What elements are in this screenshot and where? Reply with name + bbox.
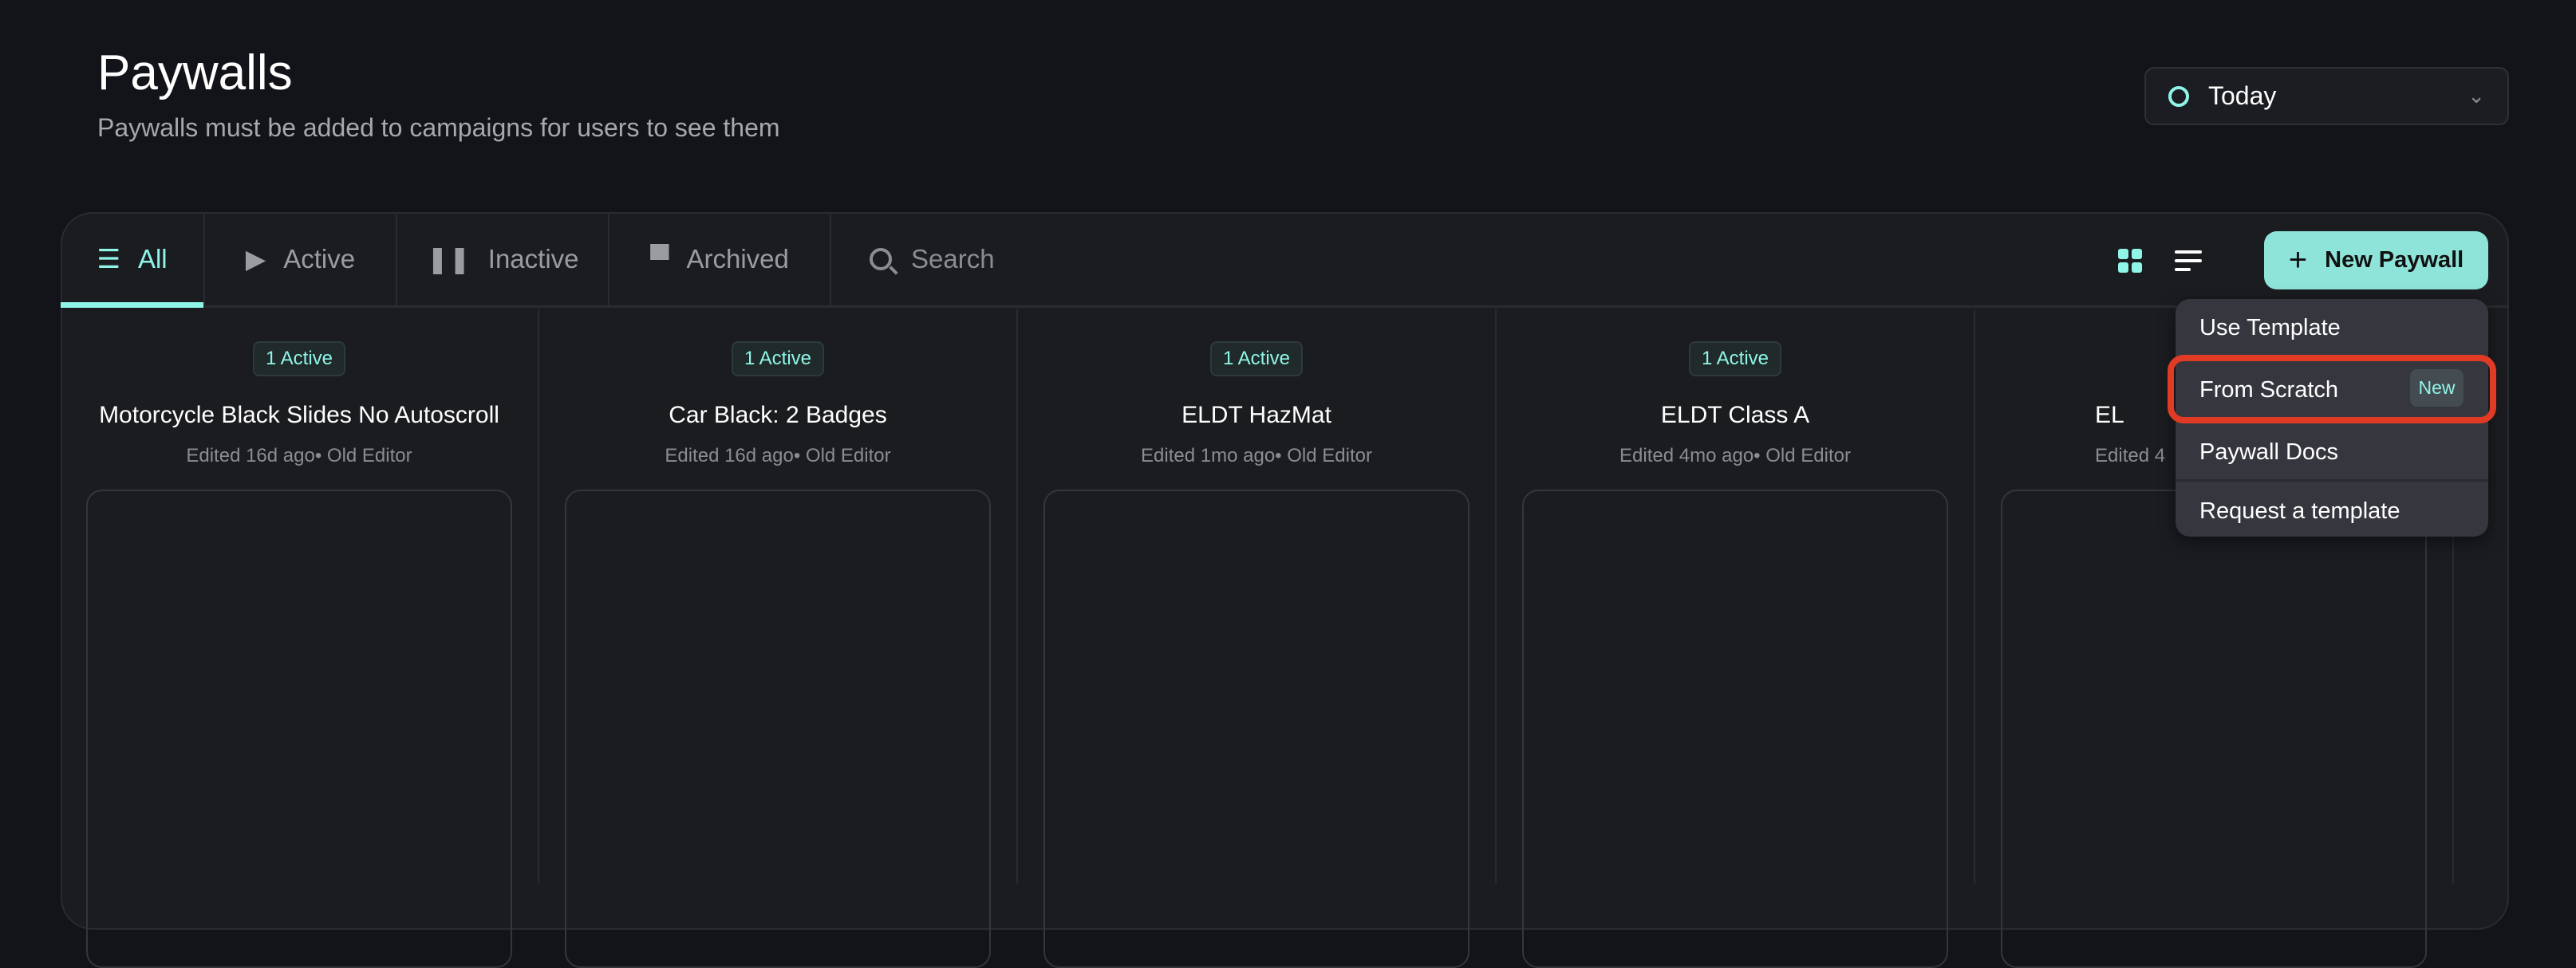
card-preview[interactable] [2001, 490, 2427, 968]
paywall-card[interactable]: 1 Active Car Black: 2 Badges Edited 16d ag… [539, 309, 1018, 968]
tab-inactive[interactable]: ❚❚ Inactive [397, 212, 609, 305]
tab-all[interactable]: ☰ All [61, 212, 205, 308]
tab-bar: ☰ All ▶ Active ❚❚ Inactive ▀ Archived Search [61, 212, 2509, 308]
grid-view-icon[interactable] [2118, 249, 2142, 273]
tab-active[interactable]: ▶ Active [205, 212, 397, 305]
status-badge: 1 Active [731, 341, 825, 376]
search-input[interactable]: Search [831, 212, 995, 305]
menu-divider [2176, 479, 2488, 482]
menu-item-paywall-docs[interactable]: Paywall Docs [2199, 439, 2339, 465]
page-title: Paywalls [97, 45, 293, 100]
card-title: EL [2095, 402, 2124, 428]
plus-icon: + [2288, 242, 2308, 277]
card-title: Car Black: 2 Badges [669, 402, 887, 428]
play-icon: ▶ [245, 244, 266, 273]
new-paywall-button[interactable]: + New Paywall [2264, 231, 2488, 289]
list-icon: ☰ [97, 244, 120, 273]
card-preview[interactable] [565, 490, 991, 968]
list-view-icon[interactable] [2175, 250, 2202, 277]
card-meta: Edited 16d ago• Old Editor [186, 445, 412, 466]
paywall-card[interactable]: 1 Active Motorcycle Black Slides No Autos… [61, 309, 539, 968]
card-title: ELDT HazMat [1181, 402, 1331, 428]
paywall-card[interactable]: 1 Active ELDT HazMat Edited 1mo ago• Old E… [1018, 309, 1497, 968]
paywall-card[interactable]: 1 Active ELDT Class A Edited 4mo ago• Old … [1497, 309, 1975, 968]
card-meta: Edited 1mo ago• Old Editor [1141, 445, 1372, 466]
page-subtitle: Paywalls must be added to campaigns for … [97, 113, 780, 142]
highlight-outline [2168, 355, 2496, 423]
card-title: Motorcycle Black Slides No Autoscroll [99, 402, 499, 428]
tab-archived[interactable]: ▀ Archived [609, 212, 831, 305]
chevron-down-icon: ⌄ [2468, 84, 2485, 108]
new-badge: New [2410, 369, 2464, 407]
menu-item-from-scratch[interactable]: From Scratch [2199, 377, 2339, 403]
card-preview[interactable] [1522, 490, 1948, 968]
card-meta: Edited 4 [2095, 445, 2166, 466]
status-badge: 1 Active [252, 341, 346, 376]
status-badge: 1 Active [1688, 341, 1782, 376]
menu-item-request-template[interactable]: Request a template [2199, 498, 2400, 524]
search-icon [870, 247, 892, 270]
card-meta: Edited 16d ago• Old Editor [665, 445, 891, 466]
archive-icon: ▀ [650, 243, 669, 273]
date-filter-dropdown[interactable]: Today ⌄ [2144, 67, 2509, 125]
date-filter-value: Today [2208, 81, 2277, 110]
clock-icon [2168, 85, 2189, 107]
card-preview[interactable] [86, 490, 512, 968]
card-title: ELDT Class A [1660, 402, 1810, 428]
card-preview[interactable] [1043, 490, 1469, 968]
paywalls-panel [61, 212, 2509, 930]
pause-icon: ❚❚ [426, 244, 471, 273]
menu-item-use-template[interactable]: Use Template [2199, 315, 2341, 340]
status-badge: 1 Active [1209, 341, 1304, 376]
card-meta: Edited 4mo ago• Old Editor [1619, 445, 1851, 466]
